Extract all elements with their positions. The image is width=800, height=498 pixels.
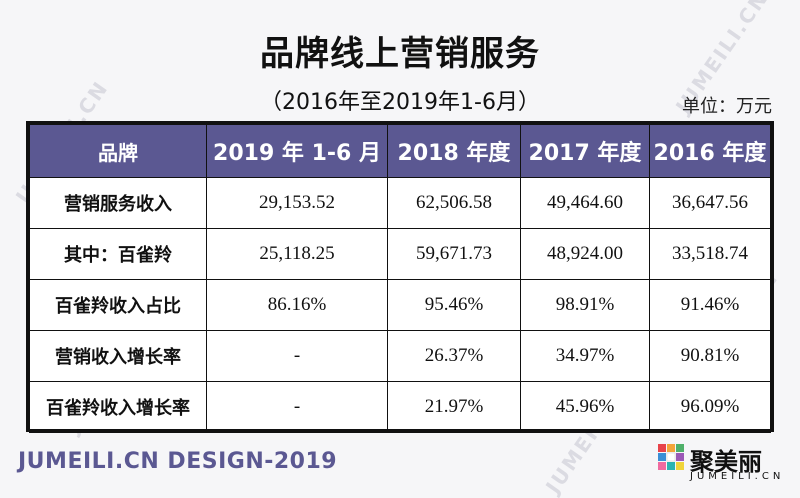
table-cell: 26.37% <box>387 330 521 382</box>
unit-label: 单位：万元 <box>682 96 772 117</box>
table-cell: 90.81% <box>649 330 771 382</box>
table-cell: 36,647.56 <box>649 177 771 229</box>
table-row: 百雀羚收入增长率 - 21.97% 45.96% 96.09% <box>29 381 771 433</box>
table-cell: 29,153.52 <box>206 177 388 229</box>
table-cell: - <box>206 330 388 382</box>
column-header: 品牌 <box>29 124 207 178</box>
footer-credit: JUMEILI.CN DESIGN-2019 <box>18 449 338 474</box>
table-cell: 34.97% <box>520 330 650 382</box>
logo-mark-icon <box>658 444 684 470</box>
column-header: 2019 年 1-6 月 <box>206 124 388 178</box>
data-table-frame: 品牌 2019 年 1-6 月 2018 年度 2017 年度 2016 年度 … <box>26 121 774 433</box>
row-label: 营销服务收入 <box>29 177 207 229</box>
data-table: 品牌 2019 年 1-6 月 2018 年度 2017 年度 2016 年度 … <box>29 124 771 433</box>
page-subtitle: （2016年至2019年1-6月） <box>260 90 540 115</box>
table-cell: 59,671.73 <box>387 228 521 280</box>
table-cell: 86.16% <box>206 279 388 331</box>
column-header: 2017 年度 <box>520 124 650 178</box>
brand-logo: 聚美丽 JUMEILI.CN <box>658 442 780 486</box>
table-row: 百雀羚收入占比 86.16% 95.46% 98.91% 91.46% <box>29 279 771 331</box>
logo-name: 聚美丽 <box>690 448 762 476</box>
table-cell: 25,118.25 <box>206 228 388 280</box>
table-cell: 62,506.58 <box>387 177 521 229</box>
table-cell: 21.97% <box>387 381 521 433</box>
table-row: 营销收入增长率 - 26.37% 34.97% 90.81% <box>29 330 771 382</box>
table-row: 其中：百雀羚 25,118.25 59,671.73 48,924.00 33,… <box>29 228 771 280</box>
table-cell: 45.96% <box>520 381 650 433</box>
column-header: 2016 年度 <box>649 124 771 178</box>
row-label: 其中：百雀羚 <box>29 228 207 280</box>
row-label: 百雀羚收入增长率 <box>29 381 207 433</box>
table-cell: 91.46% <box>649 279 771 331</box>
table-cell: 48,924.00 <box>520 228 650 280</box>
column-header: 2018 年度 <box>387 124 521 178</box>
table-cell: - <box>206 381 388 433</box>
table-cell: 49,464.60 <box>520 177 650 229</box>
row-label: 营销收入增长率 <box>29 330 207 382</box>
table-cell: 96.09% <box>649 381 771 433</box>
table-header-row: 品牌 2019 年 1-6 月 2018 年度 2017 年度 2016 年度 <box>29 124 771 178</box>
logo-subtext: JUMEILI.CN <box>690 471 785 482</box>
table-cell: 33,518.74 <box>649 228 771 280</box>
table-cell: 98.91% <box>520 279 650 331</box>
table-cell: 95.46% <box>387 279 521 331</box>
table-row: 营销服务收入 29,153.52 62,506.58 49,464.60 36,… <box>29 177 771 229</box>
page-title: 品牌线上营销服务 <box>260 34 540 74</box>
row-label: 百雀羚收入占比 <box>29 279 207 331</box>
